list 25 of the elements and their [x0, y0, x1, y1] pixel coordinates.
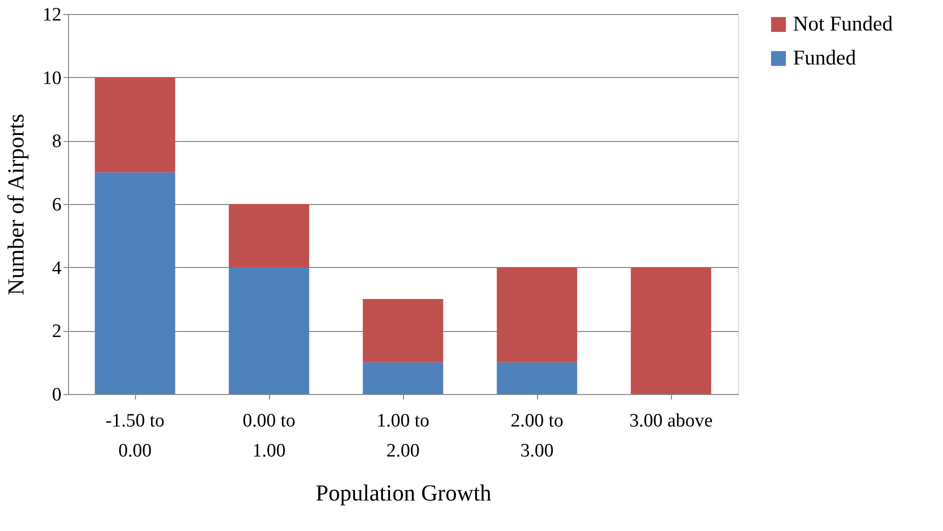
- bar: [496, 267, 578, 362]
- x-tick-label: 2.00 to 3.00: [510, 410, 564, 462]
- legend-label: Funded: [793, 46, 856, 70]
- legend-label: Not Funded: [793, 12, 894, 36]
- bar: [362, 299, 444, 362]
- bar: [496, 362, 578, 394]
- x-tick-label: 3.00 above: [629, 410, 713, 432]
- y-tick-label: 12: [42, 4, 62, 26]
- x-tick-label: -1.50 to 0.00: [105, 410, 165, 462]
- bar: [94, 77, 176, 172]
- x-axis-title: Population Growth: [316, 480, 492, 506]
- y-tick-label: 10: [42, 68, 62, 89]
- y-axis-title: Number of Airports: [4, 114, 28, 296]
- bar: [94, 172, 176, 394]
- bar: [630, 267, 712, 394]
- y-tick-label: 4: [52, 258, 62, 279]
- y-tick-label: 8: [52, 131, 62, 152]
- bar: [362, 362, 444, 394]
- bar: [228, 204, 310, 268]
- x-tick-label: 1.00 to 2.00: [376, 410, 430, 462]
- bar: [228, 267, 310, 394]
- y-tick-label: 6: [52, 194, 62, 216]
- x-tick-label: 0.00 to 1.00: [242, 410, 296, 462]
- y-tick-label: 2: [52, 321, 62, 342]
- y-tick-label: 0: [52, 384, 62, 406]
